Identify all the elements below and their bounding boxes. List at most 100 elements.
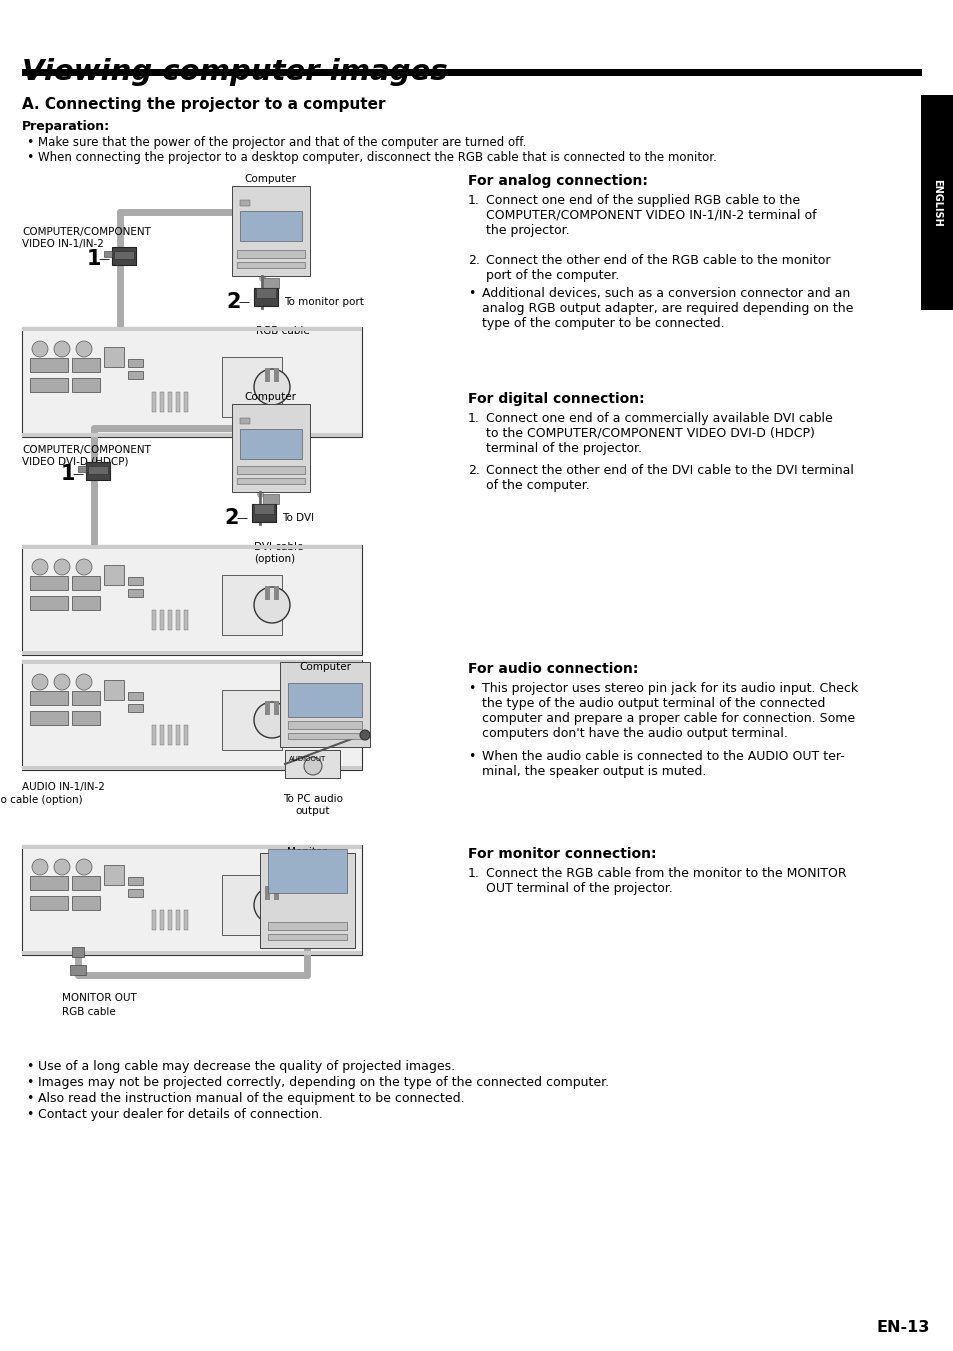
Bar (22, 544, 361, 549)
Bar (175, 392, 180, 412)
Bar (274, 586, 278, 600)
Circle shape (32, 559, 48, 576)
Text: Computer: Computer (298, 662, 351, 671)
Circle shape (54, 559, 70, 576)
Bar (236, 466, 305, 474)
Bar (263, 494, 278, 504)
Text: •: • (26, 1108, 33, 1121)
Text: —: — (98, 254, 110, 263)
Bar (30, 576, 68, 590)
Bar (253, 288, 277, 305)
Bar (232, 186, 310, 276)
Text: RGB cable: RGB cable (62, 1006, 115, 1017)
Bar (22, 766, 361, 770)
Bar (22, 844, 361, 955)
Text: •: • (468, 750, 475, 763)
Bar (152, 725, 156, 744)
Bar (222, 690, 282, 750)
Bar (160, 392, 164, 412)
Text: COMPUTER/COMPONENT
VIDEO DVI-D (HDCP): COMPUTER/COMPONENT VIDEO DVI-D (HDCP) (22, 444, 151, 466)
Bar (184, 911, 188, 929)
Bar (22, 69, 921, 76)
Bar (22, 327, 361, 331)
Bar (260, 852, 355, 948)
Text: Preparation:: Preparation: (22, 120, 110, 132)
Bar (175, 725, 180, 744)
Bar (70, 965, 86, 975)
Text: •: • (26, 1075, 33, 1089)
Bar (274, 701, 278, 715)
Circle shape (76, 559, 91, 576)
Text: Computer: Computer (244, 392, 295, 403)
Bar (22, 544, 361, 655)
Bar (184, 392, 188, 412)
Bar (268, 921, 347, 929)
Bar (265, 886, 270, 900)
Bar (274, 367, 278, 382)
Text: 1.: 1. (468, 867, 479, 880)
Bar (128, 359, 143, 367)
Bar (128, 704, 143, 712)
Bar (265, 701, 270, 715)
Bar (112, 247, 136, 265)
Text: •: • (468, 682, 475, 694)
Text: A. Connecting the projector to a computer: A. Connecting the projector to a compute… (22, 97, 385, 112)
Bar (104, 251, 112, 257)
Bar (71, 378, 100, 392)
Text: For digital connection:: For digital connection: (468, 392, 644, 407)
Bar (265, 586, 270, 600)
Text: Also read the instruction manual of the equipment to be connected.: Also read the instruction manual of the … (38, 1092, 464, 1105)
Text: Connect one end of a commercially available DVI cable
to the COMPUTER/COMPONENT : Connect one end of a commercially availa… (485, 412, 832, 455)
Circle shape (359, 730, 370, 740)
Bar (222, 875, 282, 935)
Text: ENGLISH: ENGLISH (931, 178, 942, 227)
Bar (86, 462, 110, 480)
Text: To DVI: To DVI (282, 513, 314, 523)
Text: To monitor port: To monitor port (284, 297, 363, 307)
Bar (128, 372, 143, 380)
Text: For audio connection:: For audio connection: (468, 662, 638, 676)
Bar (236, 478, 305, 484)
Circle shape (76, 674, 91, 690)
Text: 2: 2 (227, 292, 241, 312)
Bar (240, 211, 302, 240)
Text: To PC audio
output: To PC audio output (283, 794, 343, 816)
Bar (104, 565, 124, 585)
Text: 1.: 1. (468, 412, 479, 426)
Circle shape (76, 340, 91, 357)
Bar (128, 877, 143, 885)
Bar (113, 251, 133, 259)
Bar (71, 711, 100, 725)
Bar (240, 430, 302, 459)
Bar (88, 466, 108, 474)
Bar (288, 721, 361, 730)
Bar (30, 690, 68, 705)
Text: 1: 1 (87, 249, 101, 269)
Text: Use of a long cable may decrease the quality of projected images.: Use of a long cable may decrease the qua… (38, 1061, 455, 1073)
Bar (71, 576, 100, 590)
Bar (78, 466, 86, 471)
Bar (71, 896, 100, 911)
Text: Monitor: Monitor (287, 847, 327, 857)
Bar (22, 651, 361, 655)
Text: Connect the other end of the RGB cable to the monitor
port of the computer.: Connect the other end of the RGB cable t… (485, 254, 830, 282)
Text: Additional devices, such as a conversion connector and an
analog RGB output adap: Additional devices, such as a conversion… (481, 286, 853, 330)
Circle shape (54, 340, 70, 357)
Bar (71, 690, 100, 705)
Text: COMPUTER/COMPONENT
VIDEO IN-1/IN-2: COMPUTER/COMPONENT VIDEO IN-1/IN-2 (22, 227, 151, 249)
Circle shape (32, 859, 48, 875)
Text: Connect one end of the supplied RGB cable to the
COMPUTER/COMPONENT VIDEO IN-1/I: Connect one end of the supplied RGB cabl… (485, 195, 816, 236)
Bar (30, 875, 68, 890)
Bar (253, 504, 274, 513)
Text: •: • (26, 136, 33, 149)
Text: AUDIO IN-1/IN-2: AUDIO IN-1/IN-2 (22, 782, 105, 792)
Text: Images may not be projected correctly, depending on the type of the connected co: Images may not be projected correctly, d… (38, 1075, 608, 1089)
Bar (160, 725, 164, 744)
Text: Connect the RGB cable from the monitor to the MONITOR
OUT terminal of the projec: Connect the RGB cable from the monitor t… (485, 867, 845, 894)
Bar (168, 392, 172, 412)
Text: (option): (option) (253, 554, 294, 563)
Bar (920, 95, 953, 309)
Text: 2.: 2. (468, 463, 479, 477)
Text: —: — (72, 469, 84, 480)
Text: Contact your dealer for details of connection.: Contact your dealer for details of conne… (38, 1108, 322, 1121)
